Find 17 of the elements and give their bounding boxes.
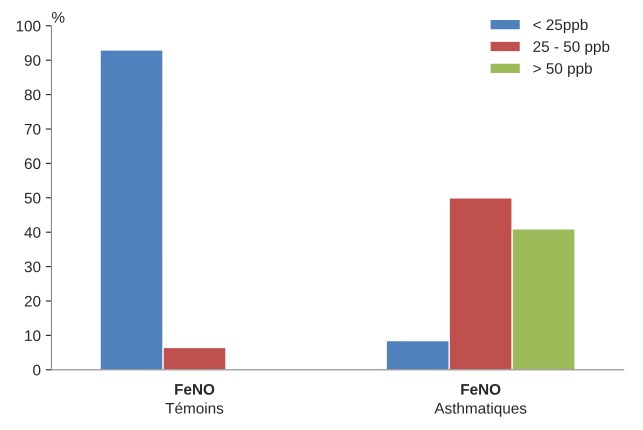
legend-label: < 25ppb (533, 18, 588, 34)
y-axis-title: % (52, 12, 64, 23)
y-tick-label: 0 (33, 364, 40, 376)
y-tick-label: 80 (24, 89, 40, 100)
y-tick-label: 20 (24, 296, 40, 307)
y-tick-label: 70 (24, 124, 40, 135)
y-tick-label: 60 (24, 158, 40, 170)
y-tick-label: 50 (24, 192, 40, 204)
y-tick-label: 40 (24, 227, 40, 238)
y-tick-label: 10 (25, 330, 40, 342)
x-tick-label: FeNO Témoins (166, 384, 224, 414)
y-tick-label: 90 (24, 55, 40, 66)
x-tick-label: FeNO Asthmatiques (434, 384, 526, 417)
legend-label: > 50 ppb (533, 62, 592, 77)
legend-label: 25 - 50 ppb (533, 40, 610, 56)
y-tick-label: 100 (16, 20, 40, 32)
y-tick-label: 30 (24, 261, 40, 272)
